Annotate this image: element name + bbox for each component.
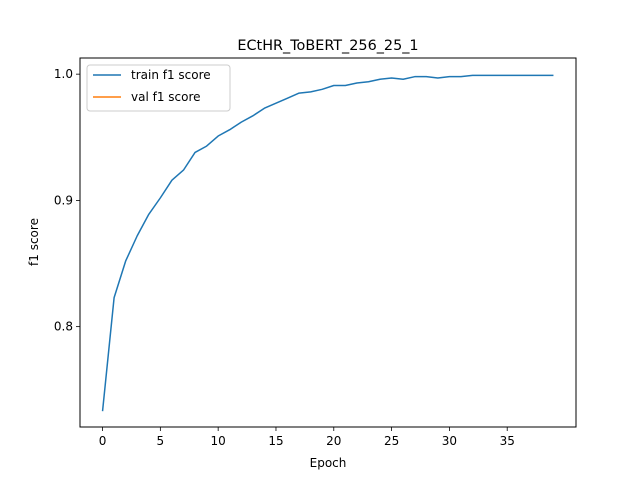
series-layer — [101, 74, 554, 412]
axes-frame — [79, 57, 577, 428]
x-axis-label: Epoch — [310, 456, 347, 470]
x-axis-ticks: 0 5 10 15 20 25 30 35 — [99, 427, 515, 448]
x-tick-label: 10 — [211, 434, 226, 448]
x-tick-label: 15 — [268, 434, 283, 448]
x-tick-label: 5 — [157, 434, 165, 448]
y-tick-label: 1.0 — [54, 67, 73, 81]
legend-label-val: val f1 score — [131, 90, 201, 104]
legend-box — [86, 64, 231, 112]
legend-label-train: train f1 score — [131, 68, 211, 82]
y-axis-label: f1 score — [27, 218, 41, 266]
y-axis-ticks: 0.8 0.9 1.0 — [54, 67, 80, 334]
x-tick-label: 20 — [326, 434, 341, 448]
legend: train f1 score val f1 score — [86, 64, 231, 112]
chart-title: ECtHR_ToBERT_256_25_1 — [237, 38, 418, 54]
y-tick-label: 0.9 — [54, 193, 73, 207]
x-tick-label: 30 — [442, 434, 457, 448]
x-tick-label: 25 — [384, 434, 399, 448]
y-tick-label: 0.8 — [54, 320, 73, 334]
series-line-0 — [101, 74, 554, 412]
x-tick-label: 35 — [500, 434, 515, 448]
x-tick-label: 0 — [99, 434, 107, 448]
